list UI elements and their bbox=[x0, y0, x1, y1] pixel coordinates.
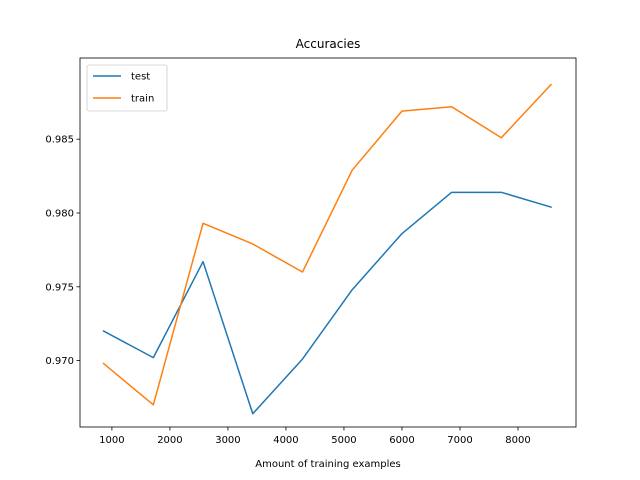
x-tick-label: 7000 bbox=[447, 435, 472, 446]
y-tick-label: 0.985 bbox=[45, 135, 74, 146]
x-tick-label: 5000 bbox=[331, 435, 356, 446]
x-tick-label: 8000 bbox=[505, 435, 530, 446]
legend: test train bbox=[86, 64, 168, 112]
x-axis-title: Amount of training examples bbox=[255, 459, 400, 470]
series-line-test bbox=[102, 191, 552, 415]
chart-title: Accuracies bbox=[296, 37, 361, 51]
y-tick-label: 0.980 bbox=[45, 208, 74, 219]
y-tick-label: 0.970 bbox=[45, 356, 74, 367]
x-tick-label: 2000 bbox=[157, 435, 182, 446]
x-tick-label: 4000 bbox=[273, 435, 298, 446]
legend-box bbox=[86, 64, 168, 112]
x-axis-ticks: 1000 2000 3000 4000 5000 6000 7000 8000 bbox=[99, 427, 531, 446]
y-tick-label: 0.975 bbox=[45, 282, 74, 293]
legend-label-test: test bbox=[131, 72, 150, 83]
x-tick-label: 1000 bbox=[99, 435, 124, 446]
x-tick-label: 6000 bbox=[389, 435, 414, 446]
plot-lines bbox=[102, 83, 553, 415]
legend-label-train: train bbox=[131, 94, 154, 105]
y-axis-ticks: 0.970 0.975 0.980 0.985 bbox=[45, 135, 80, 367]
x-tick-label: 3000 bbox=[215, 435, 240, 446]
plot-frame bbox=[79, 57, 577, 428]
series-line-train bbox=[102, 83, 553, 406]
